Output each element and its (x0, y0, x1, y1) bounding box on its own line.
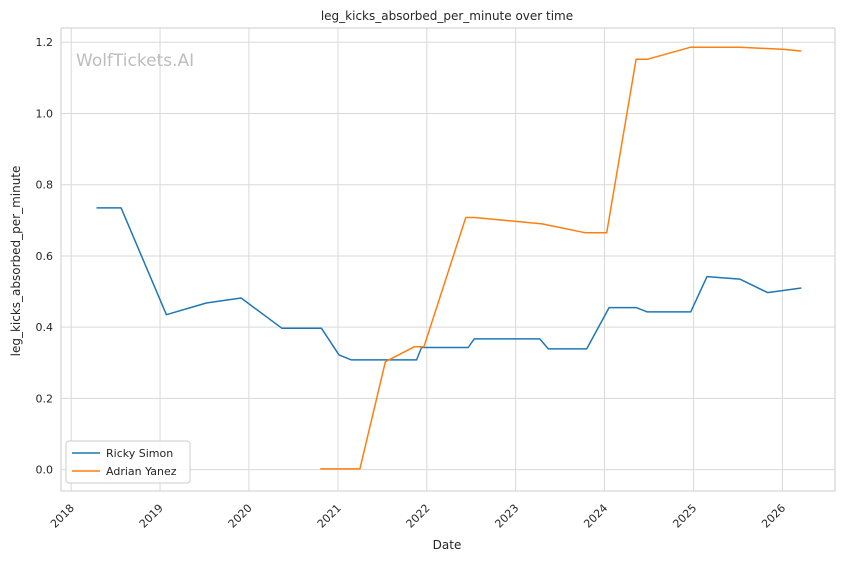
plot-area (61, 28, 835, 491)
watermark: WolfTickets.AI (76, 51, 194, 71)
legend-box (65, 440, 191, 484)
y-axis-label: leg_kicks_absorbed_per_minute (9, 166, 23, 357)
y-tick-label: 0.4 (36, 321, 54, 334)
y-tick-label: 0.8 (36, 179, 54, 192)
y-tick-label: 0.0 (36, 464, 54, 477)
plot-frame (60, 27, 836, 492)
grid (61, 28, 835, 491)
series-lines (96, 46, 802, 470)
y-tick-label: 1.2 (36, 36, 54, 49)
y-tick-label: 0.2 (36, 392, 54, 405)
y-tick-label: 1.0 (36, 107, 54, 120)
legend: Ricky Simon Adrian Yanez (65, 440, 191, 484)
series-line-adrian-yanez (320, 46, 802, 470)
y-tick-label: 0.6 (36, 250, 54, 263)
legend-label-adrian-yanez: Adrian Yanez (106, 465, 177, 478)
legend-label-ricky-simon: Ricky Simon (106, 447, 173, 460)
x-axis-label: Date (433, 538, 462, 552)
chart-title: leg_kicks_absorbed_per_minute over time (321, 9, 573, 23)
series-line-ricky-simon (96, 207, 802, 361)
